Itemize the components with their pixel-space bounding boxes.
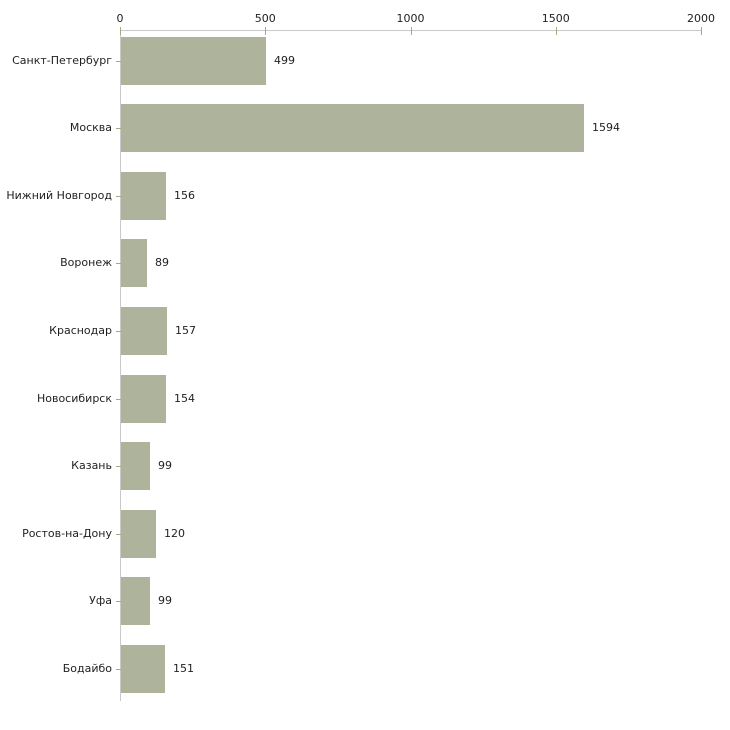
x-tick-label: 0: [116, 12, 124, 25]
value-label: 151: [173, 661, 194, 675]
value-label: 89: [155, 256, 169, 270]
category-label: Бодайбо: [62, 661, 112, 675]
category-label: Новосибирск: [36, 391, 112, 405]
bar: [121, 239, 147, 288]
x-tick-mark: [265, 27, 267, 35]
category-label: Краснодар: [49, 323, 112, 337]
bar: [121, 442, 150, 491]
x-tick-mark: [120, 27, 121, 35]
bar: [121, 577, 150, 626]
y-tick-mark: [116, 128, 121, 130]
x-tick-mark: [410, 27, 412, 35]
value-label: 120: [164, 526, 185, 540]
value-label: 157: [175, 323, 196, 337]
y-tick-mark: [116, 263, 121, 265]
bar: [121, 171, 166, 220]
category-label: Нижний Новгород: [6, 188, 112, 202]
bar: [121, 644, 165, 693]
y-tick-mark: [116, 398, 121, 400]
y-tick-mark: [116, 533, 121, 535]
category-label: Санкт-Петербург: [12, 53, 112, 67]
category-label: Уфа: [89, 594, 112, 608]
y-tick-mark: [116, 60, 121, 62]
x-tick-mark: [555, 27, 557, 35]
category-label: Казань: [71, 459, 112, 473]
value-label: 1594: [592, 121, 620, 135]
bar: [121, 509, 156, 558]
y-tick-mark: [116, 668, 121, 670]
value-label: 499: [274, 53, 295, 67]
bar: [121, 374, 166, 423]
y-tick-mark: [116, 330, 121, 332]
y-tick-mark: [116, 195, 121, 197]
value-label: 99: [158, 594, 172, 608]
category-label: Москва: [69, 121, 112, 135]
x-tick-label: 1500: [541, 12, 570, 25]
bar: [121, 104, 584, 153]
category-label: Воронеж: [60, 256, 112, 270]
value-label: 154: [174, 391, 195, 405]
y-tick-mark: [116, 466, 121, 468]
y-axis: [120, 30, 121, 701]
bar: [121, 36, 266, 85]
x-tick-label: 500: [254, 12, 276, 25]
x-tick-mark: [701, 27, 702, 35]
category-label: Ростов-на-Дону: [22, 526, 112, 540]
bar: [121, 306, 167, 355]
y-tick-mark: [116, 601, 121, 603]
value-label: 156: [174, 188, 195, 202]
x-tick-label: 2000: [687, 12, 715, 25]
value-label: 99: [158, 459, 172, 473]
x-tick-label: 1000: [396, 12, 425, 25]
